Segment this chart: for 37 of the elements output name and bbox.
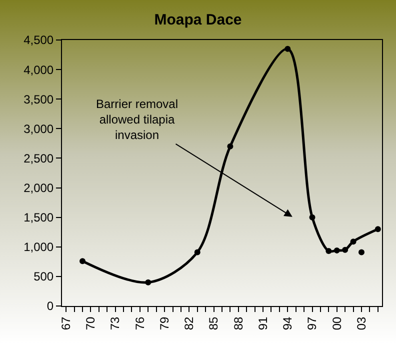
point	[194, 249, 200, 256]
x-tick-label: 94	[280, 316, 295, 330]
y-tick-label: 3,500	[24, 92, 54, 106]
annotation: Barrier removal allowed tilapia invasion	[96, 97, 178, 142]
point	[227, 143, 234, 150]
y-tick-label: 1,000	[24, 240, 54, 254]
x-tick-label: 03	[354, 316, 368, 330]
point	[334, 247, 340, 254]
point	[358, 249, 364, 256]
y-tick-label: 0	[46, 299, 54, 314]
x-tick-label: 79	[157, 316, 172, 330]
point	[342, 246, 348, 253]
y-tick-label: 4,000	[24, 62, 54, 77]
point	[309, 214, 316, 220]
x-tick-label: 00	[330, 316, 344, 330]
x-tick-label: 76	[132, 316, 147, 330]
x-tick-label: 88	[231, 316, 246, 330]
y-tick-label: 1,500	[24, 210, 54, 225]
y-tick-label: 500	[34, 270, 54, 284]
point	[326, 248, 332, 254]
point	[80, 258, 86, 264]
chart-title: Moapa Dace	[154, 11, 242, 28]
x-tick-label: 91	[256, 316, 270, 330]
x-tick-label: 82	[182, 316, 196, 330]
y-tick-label: 2,000	[24, 180, 54, 195]
x-tick-label: 85	[206, 316, 221, 330]
point	[284, 46, 291, 52]
y-tick-label: 4,500	[24, 33, 54, 48]
x-tick-label: 73	[108, 316, 122, 330]
y-tick-label: 2,500	[24, 151, 54, 166]
y-tick-label: 3,000	[24, 122, 54, 136]
point	[374, 226, 381, 232]
x-tick-label: 97	[305, 316, 320, 330]
point	[145, 279, 152, 286]
x-tick-label: 67	[59, 316, 73, 330]
point	[350, 238, 356, 245]
x-tick-label: 70	[84, 316, 98, 330]
